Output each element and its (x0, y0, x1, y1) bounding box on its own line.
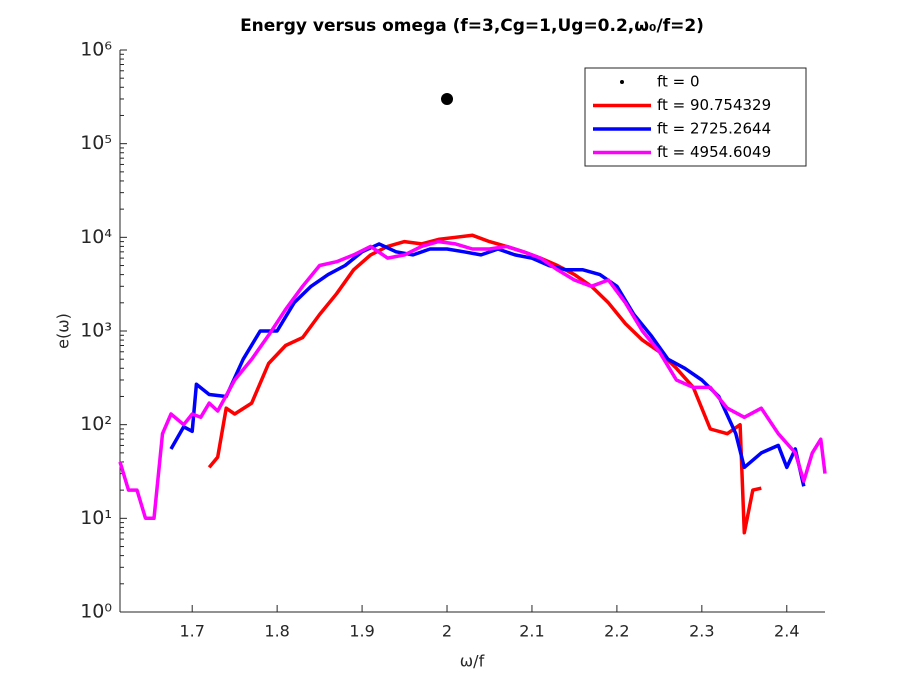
y-tick-label: 10⁵ (80, 132, 112, 154)
y-tick-label: 10⁰ (80, 601, 112, 623)
x-tick-label: 2.4 (774, 622, 799, 641)
legend-label: ft = 4954.6049 (657, 143, 771, 161)
x-tick-label: 1.8 (264, 622, 289, 641)
y-tick-label: 10³ (80, 320, 112, 342)
y-tick-label: 10⁶ (80, 39, 112, 61)
legend-box (584, 67, 807, 167)
chart-title: Energy versus omega (f=3,Cg=1,Ug=0.2,ω₀/… (240, 16, 704, 36)
legend-label: ft = 0 (657, 73, 700, 91)
data-line (118, 239, 827, 521)
x-tick-label: 1.9 (349, 622, 374, 641)
legend-label: ft = 90.754329 (657, 96, 771, 114)
y-tick-label: 10⁴ (80, 226, 112, 248)
data-point (441, 92, 454, 105)
legend-marker (620, 80, 624, 84)
y-tick-label: 10² (80, 413, 112, 435)
x-tick-label: 1.7 (179, 622, 204, 641)
x-tick-label: 2 (442, 622, 452, 641)
y-tick-label: 10¹ (80, 507, 112, 529)
y-axis-label: e(ω) (54, 313, 73, 349)
x-tick-label: 2.3 (689, 622, 714, 641)
x-tick-label: 2.1 (519, 622, 544, 641)
x-tick-label: 2.2 (604, 622, 629, 641)
legend-label: ft = 2725.2644 (657, 120, 771, 138)
data-line (207, 233, 762, 535)
data-line (169, 242, 806, 487)
x-axis-label: ω/f (460, 652, 485, 671)
